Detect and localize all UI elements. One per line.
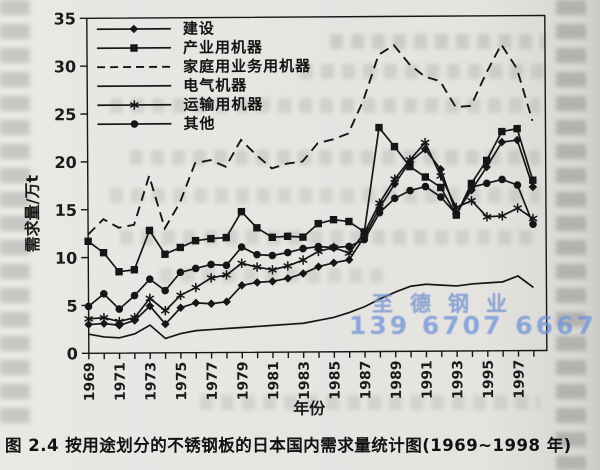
legend-item-industrial-machinery: 产业用机器 (95, 38, 311, 57)
y-tick-label: 15 (55, 201, 77, 220)
x-tick-label: 1973 (143, 362, 159, 401)
x-tick-label: 1987 (358, 361, 374, 400)
x-axis-title: 年份 (293, 399, 326, 418)
x-tick-label: 1995 (481, 360, 497, 399)
x-tick-label: 1977 (205, 361, 221, 400)
chart-legend: 建设 产业用机器 家庭用业务用机器 电气机器 运输用机器 其他 (95, 19, 312, 133)
legend-item-construction: 建设 (95, 19, 311, 38)
legend-label: 建设 (182, 19, 215, 38)
series-transport-machinery (84, 137, 538, 327)
axis-labels: 0 5 10 15 20 25 30 35 1969 1971 1973 1975 1977 1979 19… (23, 9, 528, 418)
dashed-line-icon (97, 65, 172, 68)
y-tick-label: 25 (54, 105, 76, 124)
series-electrical-machinery (88, 275, 534, 340)
legend-label: 其他 (183, 114, 216, 133)
y-tick-label: 20 (54, 153, 76, 172)
x-tick-label: 1981 (266, 361, 282, 400)
x-tick-label: 1983 (297, 361, 313, 400)
solid-line-icon (97, 84, 172, 87)
x-tick-label: 1985 (327, 361, 343, 400)
series-other (84, 175, 537, 313)
watermark-phone: 139 6707 6667 (349, 311, 597, 340)
figure-2-4: 0 5 10 15 20 25 30 35 1969 1971 1973 1975 1977 1979 19… (23, 9, 548, 418)
y-tick-label: 30 (54, 57, 76, 76)
x-tick-label: 1975 (174, 362, 190, 401)
legend-item-electrical-machinery: 电气机器 (95, 76, 311, 95)
x-tick-label: 1971 (113, 362, 129, 401)
square-marker-icon (96, 43, 171, 52)
x-tick-label: 1969 (82, 362, 98, 401)
asterisk-marker-icon (97, 99, 172, 110)
y-tick-label: 10 (55, 249, 77, 268)
y-tick-label: 5 (66, 297, 77, 316)
x-tick-label: 1993 (450, 360, 466, 399)
y-axis-title: 需求量/万t (23, 174, 42, 252)
x-tick-label: 1997 (512, 360, 528, 399)
legend-item-transport-machinery: 运输用机器 (95, 95, 311, 114)
legend-item-household-business-machinery: 家庭用业务用机器 (95, 57, 311, 76)
legend-label: 运输用机器 (183, 95, 264, 114)
y-tick-label: 0 (67, 344, 78, 363)
diamond-marker-icon (96, 24, 171, 33)
circle-marker-icon (97, 119, 172, 128)
series-household-business-machinery (87, 42, 534, 236)
watermark-company: 至德钢业 (372, 292, 524, 316)
demand-line-chart: 0 5 10 15 20 25 30 35 1969 1971 1973 1975 1977 1979 19… (23, 9, 548, 418)
x-tick-label: 1991 (419, 360, 435, 399)
figure-caption: 图 2.4 按用途划分的不锈钢板的日本国内需求量统计图(1969~1998 年) (5, 436, 572, 455)
y-tick-label: 35 (53, 9, 75, 28)
x-tick-label: 1989 (389, 360, 405, 399)
legend-item-other: 其他 (95, 114, 311, 133)
x-tick-label: 1979 (235, 361, 251, 400)
